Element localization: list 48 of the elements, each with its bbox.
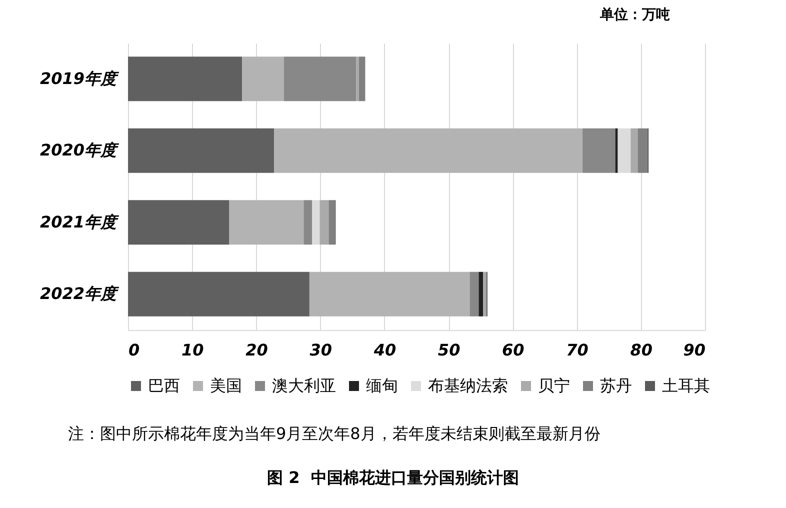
legend-label: 贝宁 bbox=[538, 376, 570, 395]
bar bbox=[478, 272, 484, 316]
bar bbox=[638, 128, 648, 173]
bar bbox=[582, 128, 616, 173]
text: 单位：万吨 bbox=[600, 6, 670, 24]
bar bbox=[630, 128, 638, 173]
legend-label: 美国 bbox=[210, 376, 242, 395]
x-tick-label: 20 bbox=[246, 340, 268, 360]
y-tick-label: 2021年度 bbox=[40, 212, 120, 232]
bar bbox=[229, 200, 304, 245]
bar bbox=[312, 200, 320, 245]
bar bbox=[615, 128, 618, 173]
bar bbox=[242, 56, 284, 102]
bar bbox=[320, 200, 329, 245]
legend-label: 土耳其 bbox=[662, 376, 710, 395]
x-tick-label: 90 bbox=[683, 340, 706, 360]
bar bbox=[309, 272, 470, 316]
bar bbox=[128, 56, 242, 102]
bar bbox=[358, 56, 366, 102]
y-tick-label: 2020年度 bbox=[40, 140, 120, 160]
x-tick-label: 0 bbox=[128, 340, 140, 360]
legend-label: 巴西 bbox=[148, 376, 180, 395]
bar bbox=[356, 56, 359, 102]
legend-label: 苏丹 bbox=[600, 376, 632, 395]
x-tick-label: 40 bbox=[372, 340, 396, 360]
y-tick-label: 2022年度 bbox=[40, 284, 120, 304]
x-tick-label: 30 bbox=[310, 340, 332, 360]
x-tick-label: 70 bbox=[566, 340, 588, 360]
x-tick-label: 60 bbox=[502, 340, 524, 360]
bar bbox=[618, 128, 631, 173]
text: 图 2 中国棉花进口量分国别统计图 bbox=[266, 468, 520, 489]
text: 注：图中所示棉花年度为当年9月至次年8月，若年度未结束则截至最新月份 bbox=[68, 424, 600, 445]
legend-label: 布基纳法索 bbox=[428, 376, 508, 395]
bar bbox=[128, 200, 230, 245]
y-tick-label: 2019年度 bbox=[40, 68, 120, 88]
bar bbox=[274, 128, 583, 173]
bar bbox=[128, 272, 310, 316]
bar bbox=[328, 200, 336, 245]
bar bbox=[470, 272, 479, 316]
bar bbox=[304, 200, 312, 245]
x-tick-label: 10 bbox=[181, 340, 204, 360]
bar bbox=[284, 56, 356, 102]
legend-label: 缅甸 bbox=[366, 376, 398, 395]
legend-label: 澳大利亚 bbox=[272, 376, 336, 395]
bar bbox=[128, 128, 274, 173]
x-tick-label: 80 bbox=[630, 340, 653, 360]
bar bbox=[483, 272, 486, 316]
x-tick-label: 50 bbox=[438, 340, 460, 360]
